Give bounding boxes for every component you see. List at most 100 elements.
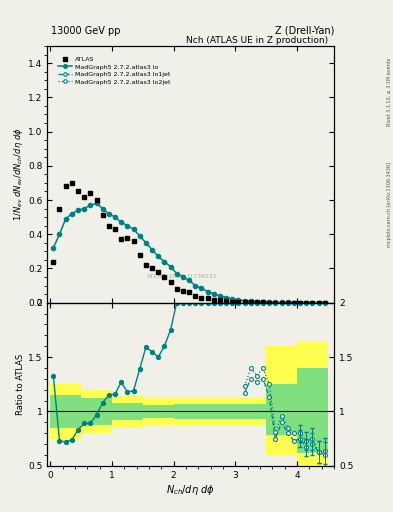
Text: ATLAS_2019_I1736531: ATLAS_2019_I1736531 [147,273,217,279]
MadGraph5 2.7.2.atlas3 lo [63,216,68,222]
Text: Z (Drell-Yan): Z (Drell-Yan) [275,26,334,36]
MadGraph5 2.7.2.atlas3 lo [193,283,198,289]
X-axis label: $N_{ch}/d\eta\ d\phi$: $N_{ch}/d\eta\ d\phi$ [166,482,215,497]
ATLAS [199,294,204,301]
MadGraph5 2.7.2.atlas3 lo [310,300,315,306]
ATLAS [131,238,136,244]
MadGraph5 2.7.2.atlas3 lo2jet [267,300,272,306]
MadGraph5 2.7.2.atlas3 lo2jet [316,300,321,306]
ATLAS [180,288,185,294]
ATLAS [224,298,228,304]
MadGraph5 2.7.2.atlas3 lo [322,300,327,306]
MadGraph5 2.7.2.atlas3 lo [107,210,111,217]
ATLAS [88,190,93,196]
ATLAS [242,299,247,305]
ATLAS [51,259,56,265]
ATLAS [267,300,272,306]
Line: MadGraph5 2.7.2.atlas3 lo: MadGraph5 2.7.2.atlas3 lo [51,201,327,305]
MadGraph5 2.7.2.atlas3 lo1jet [267,300,272,306]
Line: ATLAS: ATLAS [51,181,327,305]
MadGraph5 2.7.2.atlas3 lo2jet [304,300,309,306]
ATLAS [174,286,179,292]
ATLAS [298,300,303,306]
ATLAS [218,297,222,304]
MadGraph5 2.7.2.atlas3 lo [57,231,62,237]
ATLAS [150,265,154,271]
Text: mcplots.cern.ch [arXiv:1306.3436]: mcplots.cern.ch [arXiv:1306.3436] [387,162,392,247]
MadGraph5 2.7.2.atlas3 lo [70,210,74,217]
ATLAS [316,300,321,306]
ATLAS [75,188,80,195]
MadGraph5 2.7.2.atlas3 lo2jet [292,300,296,306]
ATLAS [248,299,253,305]
MadGraph5 2.7.2.atlas3 lo1jet [273,300,278,306]
MadGraph5 2.7.2.atlas3 lo [180,274,185,280]
MadGraph5 2.7.2.atlas3 lo1jet [298,300,303,306]
Line: MadGraph5 2.7.2.atlas3 lo1jet: MadGraph5 2.7.2.atlas3 lo1jet [242,300,327,305]
MadGraph5 2.7.2.atlas3 lo [304,300,309,306]
MadGraph5 2.7.2.atlas3 lo1jet [322,300,327,306]
ATLAS [187,289,191,295]
MadGraph5 2.7.2.atlas3 lo1jet [261,300,265,306]
ATLAS [292,300,296,306]
ATLAS [285,300,290,306]
MadGraph5 2.7.2.atlas3 lo [273,299,278,305]
ATLAS [119,237,123,243]
MadGraph5 2.7.2.atlas3 lo [137,233,142,239]
ATLAS [162,274,167,280]
ATLAS [230,298,235,305]
MadGraph5 2.7.2.atlas3 lo1jet [242,299,247,305]
MadGraph5 2.7.2.atlas3 lo [248,298,253,304]
MadGraph5 2.7.2.atlas3 lo [174,270,179,276]
MadGraph5 2.7.2.atlas3 lo1jet [292,300,296,306]
ATLAS [82,194,86,200]
ATLAS [143,262,148,268]
MadGraph5 2.7.2.atlas3 lo [230,296,235,302]
MadGraph5 2.7.2.atlas3 lo [199,285,204,291]
MadGraph5 2.7.2.atlas3 lo [143,240,148,246]
MadGraph5 2.7.2.atlas3 lo1jet [285,300,290,306]
Text: 13000 GeV pp: 13000 GeV pp [51,26,121,36]
ATLAS [236,299,241,305]
ATLAS [211,296,216,303]
MadGraph5 2.7.2.atlas3 lo [119,219,123,225]
MadGraph5 2.7.2.atlas3 lo [224,294,228,301]
MadGraph5 2.7.2.atlas3 lo2jet [261,300,265,306]
MadGraph5 2.7.2.atlas3 lo2jet [322,300,327,306]
MadGraph5 2.7.2.atlas3 lo [113,214,118,220]
MadGraph5 2.7.2.atlas3 lo [187,278,191,284]
ATLAS [310,300,315,306]
ATLAS [322,300,327,306]
ATLAS [168,279,173,285]
ATLAS [261,300,265,306]
ATLAS [113,226,118,232]
ATLAS [193,293,198,299]
MadGraph5 2.7.2.atlas3 lo1jet [316,300,321,306]
MadGraph5 2.7.2.atlas3 lo [211,291,216,297]
MadGraph5 2.7.2.atlas3 lo [218,293,222,299]
Legend: ATLAS, MadGraph5 2.7.2.atlas3 lo, MadGraph5 2.7.2.atlas3 lo1jet, MadGraph5 2.7.2: ATLAS, MadGraph5 2.7.2.atlas3 lo, MadGra… [56,54,172,87]
MadGraph5 2.7.2.atlas3 lo1jet [248,299,253,305]
ATLAS [94,197,99,203]
MadGraph5 2.7.2.atlas3 lo [279,300,284,306]
ATLAS [205,295,210,302]
MadGraph5 2.7.2.atlas3 lo [100,205,105,211]
ATLAS [304,300,309,306]
Y-axis label: $1/N_{ev}\ dN_{ev}/dN_{ch}/d\eta\ d\phi$: $1/N_{ev}\ dN_{ev}/dN_{ch}/d\eta\ d\phi$ [12,127,25,221]
MadGraph5 2.7.2.atlas3 lo2jet [255,299,259,305]
MadGraph5 2.7.2.atlas3 lo [205,288,210,294]
ATLAS [70,180,74,186]
MadGraph5 2.7.2.atlas3 lo2jet [285,300,290,306]
MadGraph5 2.7.2.atlas3 lo [292,300,296,306]
ATLAS [137,252,142,258]
MadGraph5 2.7.2.atlas3 lo [131,226,136,232]
MadGraph5 2.7.2.atlas3 lo2jet [242,299,247,305]
MadGraph5 2.7.2.atlas3 lo [82,205,86,211]
ATLAS [63,183,68,189]
MadGraph5 2.7.2.atlas3 lo2jet [310,300,315,306]
MadGraph5 2.7.2.atlas3 lo1jet [304,300,309,306]
MadGraph5 2.7.2.atlas3 lo [316,300,321,306]
MadGraph5 2.7.2.atlas3 lo [242,297,247,304]
Y-axis label: Ratio to ATLAS: Ratio to ATLAS [16,354,25,415]
MadGraph5 2.7.2.atlas3 lo [261,299,265,305]
